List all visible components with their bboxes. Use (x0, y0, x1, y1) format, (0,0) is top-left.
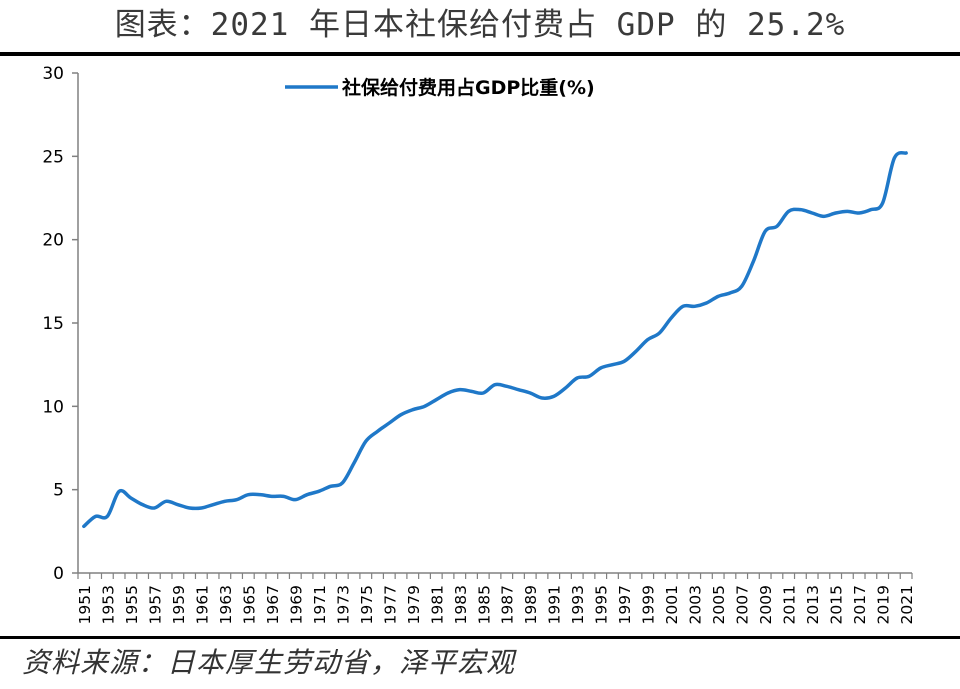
x-tick-label: 2009 (757, 585, 775, 624)
y-tick-label: 20 (42, 231, 64, 251)
x-tick-label: 1959 (170, 585, 188, 624)
x-tick-label: 1969 (287, 585, 305, 624)
x-tick-label: 1989 (522, 585, 540, 624)
x-tick-label: 1995 (593, 585, 611, 624)
bottom-rule (0, 636, 960, 639)
x-tick-label: 1999 (640, 585, 658, 624)
x-tick-label: 2017 (851, 585, 869, 624)
x-tick-label: 2021 (898, 585, 916, 624)
x-tick-label: 1955 (123, 585, 141, 624)
x-tick-label: 1971 (311, 585, 329, 624)
x-tick-label: 2015 (828, 585, 846, 624)
x-tick-label: 2005 (710, 585, 728, 624)
x-tick-label: 1981 (428, 585, 446, 624)
series-line (82, 150, 908, 529)
x-tick-label: 1973 (334, 585, 352, 624)
y-tick-label: 25 (42, 147, 64, 167)
x-tick-label: 1975 (358, 585, 376, 624)
y-tick-label: 10 (42, 397, 64, 417)
y-tick-label: 30 (42, 64, 64, 84)
x-tick-label: 1957 (146, 585, 164, 624)
source-note: 资料来源：日本厚生劳动省，泽平宏观 (22, 646, 516, 679)
x-tick-label: 1979 (405, 585, 423, 624)
y-tick-label: 5 (53, 481, 64, 501)
x-tick-label: 1997 (616, 585, 634, 624)
x-tick-label: 1965 (240, 585, 258, 624)
top-rule (0, 52, 960, 56)
x-tick-label: 2007 (734, 585, 752, 624)
x-tick-label: 2013 (804, 585, 822, 624)
x-tick-label: 2001 (663, 585, 681, 624)
x-tick-label: 2003 (687, 585, 705, 624)
x-tick-label: 1977 (381, 585, 399, 624)
x-tick-label: 1983 (452, 585, 470, 624)
x-tick-label: 1993 (569, 585, 587, 624)
x-tick-label: 1953 (99, 585, 117, 624)
chart-title: 图表：2021 年日本社保给付费占 GDP 的 25.2% (114, 7, 846, 43)
x-tick-label: 1991 (546, 585, 564, 624)
x-tick-label: 2019 (875, 585, 893, 624)
x-tick-label: 2011 (781, 585, 799, 624)
x-tick-label: 1961 (193, 585, 211, 624)
line-chart: 0 5 10 15 20 25 30 1951 1953 1955 1957 1959 1961 1963… (42, 64, 916, 624)
x-tick-label: 1963 (217, 585, 235, 624)
y-tick-label: 15 (42, 314, 64, 334)
x-tick-label: 1985 (475, 585, 493, 624)
legend-label: 社保给付费用占GDP比重(%) (341, 76, 595, 99)
x-tick-label: 1967 (264, 585, 282, 624)
x-tick-label: 1951 (76, 585, 94, 624)
y-tick-label: 0 (53, 564, 64, 584)
x-tick-label: 1987 (499, 585, 517, 624)
